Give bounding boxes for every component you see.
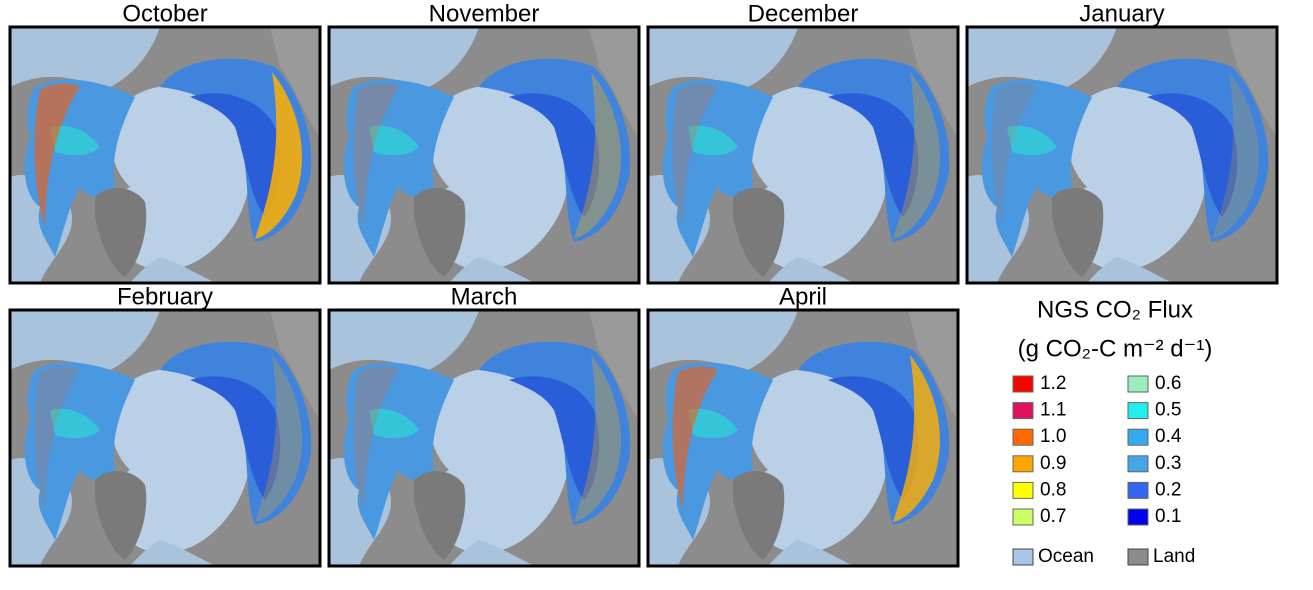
panels: October November December January February Ma… [8, 0, 1279, 568]
legend-label: 0.8 [1040, 479, 1066, 500]
high-flux [255, 72, 302, 239]
legend-title: NGS CO₂ Flux [1037, 296, 1193, 323]
map [329, 27, 639, 283]
legend-label: 0.7 [1040, 506, 1066, 527]
map-panel: April [646, 283, 960, 568]
legend-swatch [1127, 375, 1149, 393]
panel-title: February [117, 283, 213, 310]
legend-label: 1.1 [1040, 400, 1066, 421]
legend-swatch [1012, 508, 1034, 526]
high-flux [893, 355, 940, 522]
panel-title: January [1079, 0, 1164, 27]
map-panel: January [965, 0, 1279, 285]
map [648, 27, 958, 283]
map [329, 310, 639, 566]
high-flux [991, 83, 1037, 228]
high-flux [1212, 72, 1259, 239]
legend-label: 0.2 [1155, 479, 1181, 500]
legend-label: 0.9 [1040, 453, 1066, 474]
legend-label: 1.2 [1040, 373, 1066, 394]
panel-frame [965, 25, 1279, 285]
panel-title: November [429, 0, 540, 27]
panel-frame [327, 308, 641, 568]
legend-swatch [1127, 455, 1149, 473]
legend-swatch [1012, 428, 1034, 446]
map [10, 310, 320, 566]
legend-label: Land [1153, 546, 1195, 567]
panel-title: March [451, 283, 518, 310]
map [10, 27, 320, 283]
legend-label: 0.5 [1155, 400, 1181, 421]
legend-swatch [1012, 481, 1034, 499]
panel-frame [8, 308, 322, 568]
panel-frame [646, 25, 960, 285]
high-flux [574, 72, 621, 239]
legend-swatch [1127, 402, 1149, 420]
legend-swatch [1012, 402, 1034, 420]
map-panel: March [327, 283, 641, 568]
map [648, 310, 958, 566]
map-panel: December [646, 0, 960, 285]
high-flux [893, 72, 940, 239]
legend-label: 0.4 [1155, 426, 1182, 447]
high-flux [255, 355, 302, 522]
panel-title: December [748, 0, 859, 27]
high-flux [672, 83, 718, 228]
legend-units: (g CO₂-C m⁻² d⁻¹) [1018, 335, 1213, 362]
panel-frame [646, 308, 960, 568]
legend-swatch [1127, 481, 1149, 499]
map [967, 27, 1277, 283]
panel-frame [8, 25, 322, 285]
high-flux [34, 366, 80, 510]
legend: NGS CO₂ Flux (g CO₂-C m⁻² d⁻¹) 1.2 1.1 1.0… [1012, 296, 1213, 567]
panel-frame [327, 25, 641, 285]
legend-swatch [1127, 428, 1149, 446]
legend-swatch [1012, 455, 1034, 473]
high-flux [34, 83, 80, 228]
high-flux [672, 366, 718, 510]
panel-title: April [779, 283, 827, 310]
map-panel: February [8, 283, 322, 568]
panel-title: October [122, 0, 207, 27]
legend-label: 1.0 [1040, 426, 1066, 447]
legend-swatch [1012, 375, 1034, 393]
legend-label: Ocean [1038, 546, 1094, 567]
legend-swatch [1012, 548, 1034, 566]
high-flux [353, 83, 399, 228]
map-panel: November [327, 0, 641, 285]
legend-label: 0.3 [1155, 453, 1181, 474]
legend-swatch [1127, 508, 1149, 526]
legend-swatch [1127, 548, 1149, 566]
high-flux [574, 355, 621, 522]
legend-label: 0.1 [1155, 506, 1181, 527]
high-flux [353, 366, 399, 510]
legend-label: 0.6 [1155, 373, 1181, 394]
map-panel: October [8, 0, 322, 285]
